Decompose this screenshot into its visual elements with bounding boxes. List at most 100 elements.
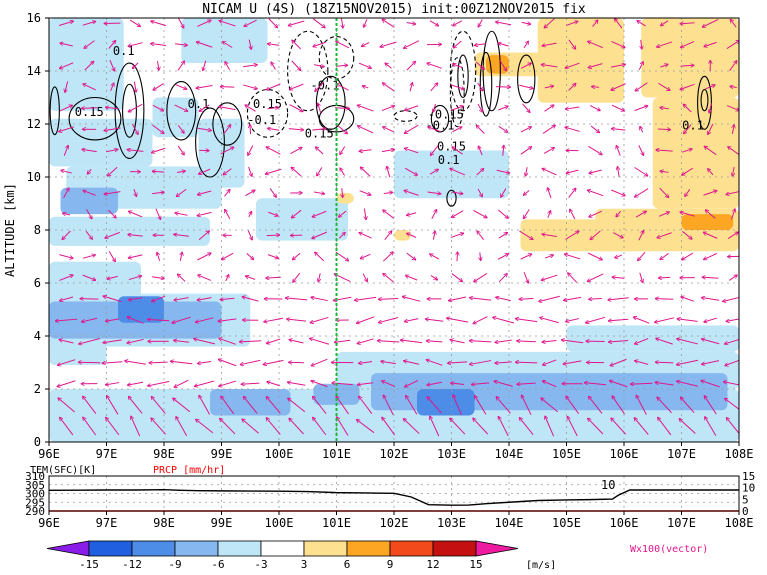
wind-vector	[452, 147, 463, 155]
wind-vector	[341, 18, 343, 28]
wind-vector	[61, 170, 72, 174]
wind-vector	[702, 277, 719, 278]
wind-vector	[656, 150, 673, 151]
wind-vector	[63, 145, 68, 156]
wind-vector	[709, 103, 712, 113]
wind-vector	[268, 18, 278, 28]
wind-vector	[60, 417, 74, 436]
wind-vector	[638, 252, 646, 260]
wind-vector	[151, 418, 166, 435]
wind-vector	[197, 211, 212, 215]
wind-vector	[240, 359, 261, 364]
x-tick-label: 108E	[725, 447, 754, 461]
wind-vector	[221, 396, 235, 415]
colorbar-level-label: 12	[426, 558, 439, 571]
wind-vector	[225, 209, 231, 220]
surface-ticks: 96E 97E 98E 99E 100E 101E 102E 103E 104E 105E 106E…	[25, 470, 755, 530]
wind-vector	[404, 318, 419, 322]
wind-vector	[60, 43, 73, 47]
wind-vector	[517, 383, 536, 384]
wind-vector	[266, 396, 281, 414]
wind-vector	[250, 124, 251, 135]
wind-vector	[266, 277, 281, 278]
surface-right-tick-label: 15	[742, 470, 755, 483]
wind-vector	[520, 127, 531, 133]
wind-vector	[110, 83, 114, 91]
wind-vector	[340, 168, 345, 176]
wind-vector	[544, 255, 553, 259]
colorbar-level-label: -15	[79, 558, 99, 571]
x-tick-label: 107E	[667, 447, 696, 461]
wind-vector	[515, 362, 538, 363]
wind-vector	[523, 272, 528, 283]
wind-vector	[195, 317, 214, 323]
wind-vector	[196, 85, 213, 89]
wind-vector	[703, 191, 717, 196]
wind-vector	[427, 192, 441, 194]
wind-vector	[82, 255, 95, 259]
wind-vector	[81, 317, 98, 322]
wind-vector	[128, 297, 143, 300]
wind-vector	[406, 22, 416, 24]
wind-vector	[473, 209, 487, 217]
wind-vector	[334, 108, 350, 109]
wind-vector	[451, 210, 464, 218]
colorbar-level-label: 15	[469, 558, 482, 571]
wind-vector	[724, 338, 739, 345]
wind-vector	[221, 252, 234, 259]
wind-vector	[660, 20, 669, 26]
wind-vector	[245, 105, 256, 112]
wind-vector	[568, 83, 576, 91]
contour-label: -0.15	[428, 108, 464, 122]
wind-vector	[723, 382, 739, 386]
contour-label: 0.15	[253, 97, 282, 111]
wind-vector	[701, 339, 720, 345]
wind-vector	[79, 338, 101, 345]
wind-vector	[496, 169, 510, 173]
wind-vector	[312, 18, 325, 28]
wind-vector	[430, 145, 439, 156]
wind-vector	[634, 418, 649, 435]
wind-fill-cell	[49, 118, 153, 167]
wind-vector	[542, 42, 557, 46]
wind-vector	[564, 254, 581, 260]
wind-vector	[635, 82, 648, 91]
wind-vector	[446, 318, 469, 323]
wind-vector	[127, 381, 144, 385]
wind-vector	[382, 252, 393, 262]
wind-vector	[728, 147, 739, 155]
wind-vector	[433, 231, 435, 240]
wind-vector	[474, 273, 488, 281]
wind-vector	[588, 41, 604, 49]
wind-vector	[249, 39, 251, 50]
surface-x-tick-label: 103E	[437, 516, 466, 530]
wind-vector	[381, 381, 396, 388]
wind-vector	[475, 395, 487, 415]
wind-vector	[249, 211, 252, 218]
wind-vector	[199, 104, 210, 111]
wind-vector	[542, 359, 557, 365]
colorbar-box	[174, 540, 219, 557]
wind-vector	[406, 212, 417, 216]
wind-vector	[681, 41, 695, 48]
wind-vector	[106, 417, 120, 436]
wind-vector	[677, 319, 698, 322]
wind-vector	[685, 189, 691, 196]
contour-label: 0.1	[113, 44, 135, 58]
wind-vector	[638, 230, 644, 241]
wind-vector	[175, 213, 188, 216]
wind-vector	[317, 167, 323, 176]
wind-vector	[726, 40, 739, 50]
wind-vector	[679, 419, 696, 434]
wind-vector	[364, 19, 368, 27]
y-tick-label: 8	[34, 223, 41, 237]
wind-vector	[194, 339, 216, 345]
wind-vector	[175, 44, 187, 46]
wind-vector	[565, 106, 580, 109]
wind-vector	[176, 188, 187, 196]
contour-line	[212, 102, 243, 146]
wind-vector	[108, 251, 115, 261]
wind-vector	[293, 272, 301, 282]
wind-vector	[658, 417, 672, 436]
wind-vector	[478, 146, 483, 156]
